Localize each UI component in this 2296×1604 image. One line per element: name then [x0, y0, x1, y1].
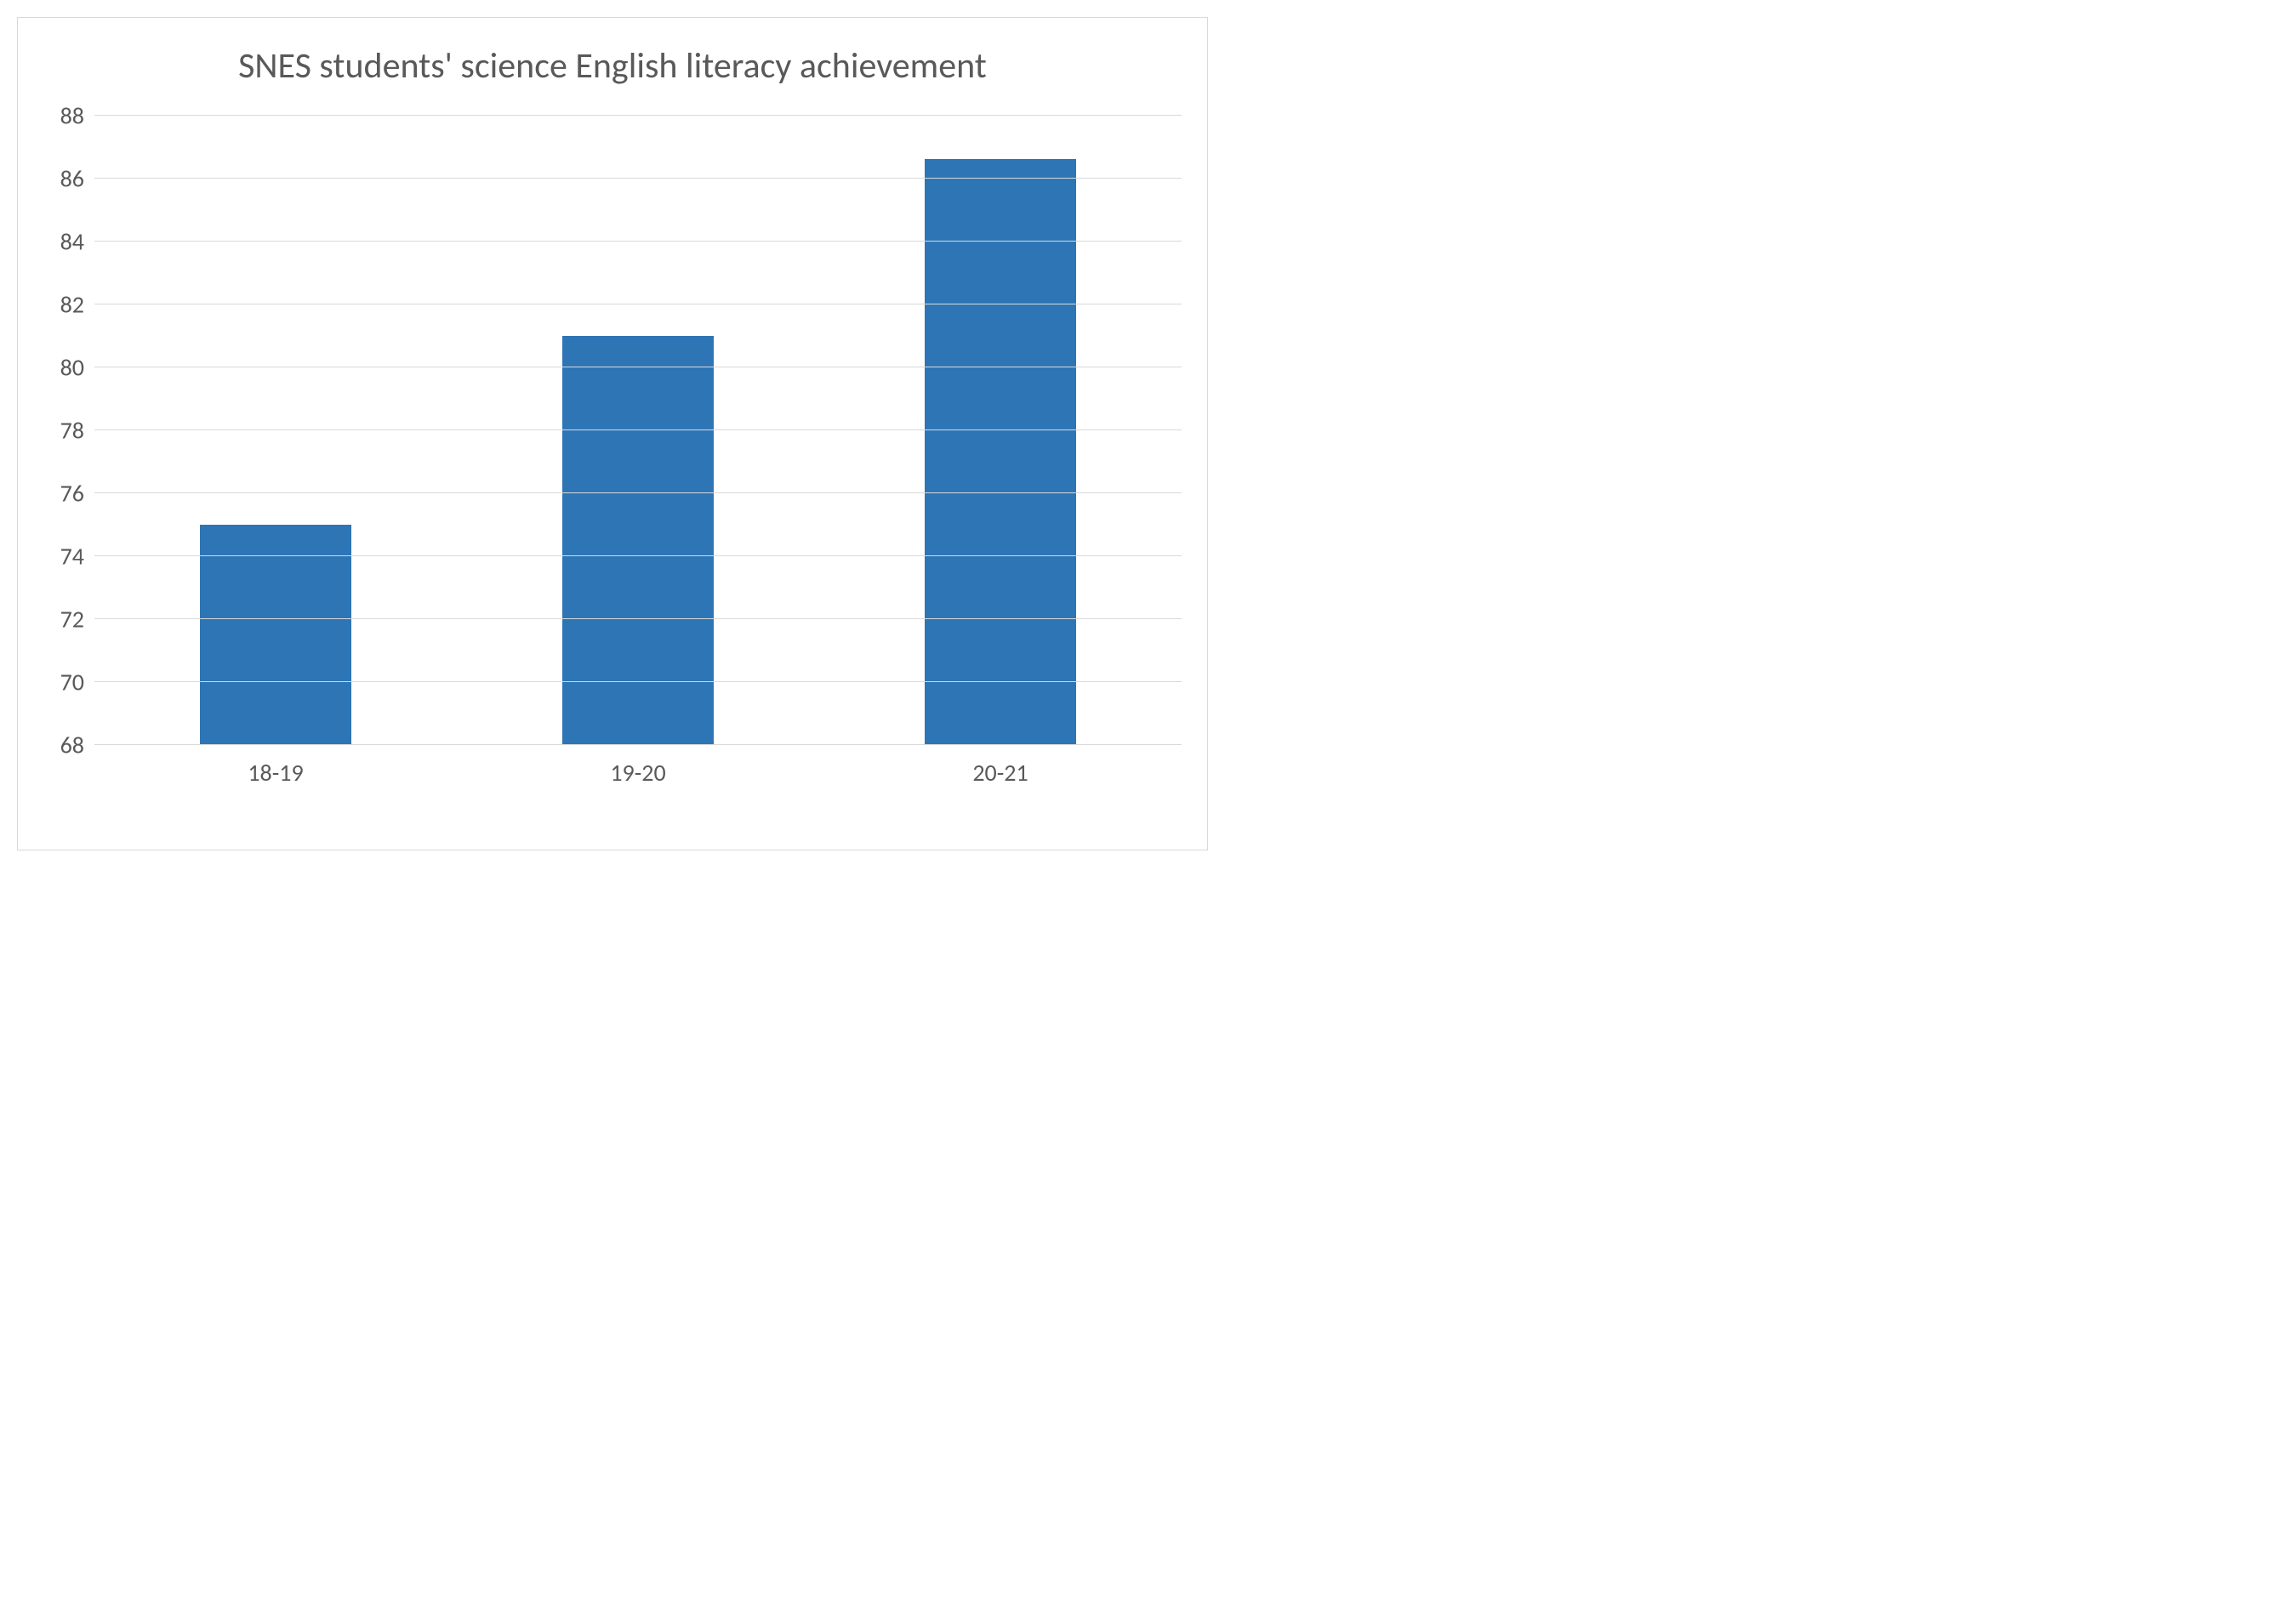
- plot-area: 6870727476788082848688: [43, 116, 1182, 745]
- gridline: [94, 178, 1182, 179]
- chart-container: SNES students' science English literacy …: [17, 17, 1208, 850]
- gridline: [94, 555, 1182, 556]
- y-tick-label: 78: [60, 415, 84, 445]
- x-tick-label: 20-21: [819, 758, 1182, 788]
- chart-title: SNES students' science English literacy …: [43, 35, 1182, 99]
- gridline: [94, 429, 1182, 430]
- y-tick-label: 82: [60, 289, 84, 319]
- bar: [562, 336, 715, 745]
- y-tick-label: 70: [60, 667, 84, 697]
- y-axis: 6870727476788082848688: [43, 116, 94, 745]
- x-tick-label: 19-20: [457, 758, 819, 788]
- grid-area: [94, 116, 1182, 745]
- x-baseline: [94, 744, 1182, 745]
- y-tick-label: 80: [60, 352, 84, 382]
- y-tick-label: 88: [60, 100, 84, 130]
- y-tick-label: 74: [60, 541, 84, 571]
- gridline: [94, 492, 1182, 493]
- gridline: [94, 618, 1182, 619]
- y-tick-label: 72: [60, 604, 84, 634]
- y-tick-label: 84: [60, 226, 84, 256]
- gridline: [94, 115, 1182, 116]
- bars-group: [94, 116, 1182, 745]
- bar-slot: [94, 116, 457, 745]
- y-tick-label: 68: [60, 730, 84, 759]
- gridline: [94, 681, 1182, 682]
- y-tick-label: 86: [60, 163, 84, 193]
- x-tick-label: 18-19: [94, 758, 457, 788]
- gridline: [94, 241, 1182, 242]
- bar-slot: [819, 116, 1182, 745]
- bar-slot: [457, 116, 819, 745]
- x-axis: 18-1919-2020-21: [94, 758, 1182, 788]
- bar: [925, 159, 1077, 744]
- bar: [200, 525, 352, 745]
- y-tick-label: 76: [60, 478, 84, 508]
